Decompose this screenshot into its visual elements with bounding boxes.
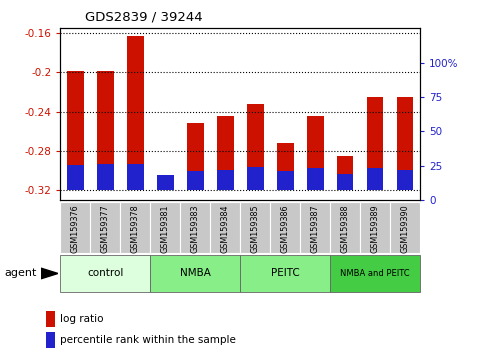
Bar	[300, 202, 330, 253]
Text: GSM159385: GSM159385	[251, 204, 260, 253]
Bar	[367, 168, 384, 190]
Text: GSM159378: GSM159378	[131, 204, 140, 253]
Bar	[241, 255, 330, 292]
Bar	[241, 202, 270, 253]
Bar	[157, 178, 173, 190]
Text: log ratio: log ratio	[60, 314, 104, 324]
Bar	[46, 332, 55, 348]
Bar	[127, 164, 143, 190]
Text: PEITC: PEITC	[271, 268, 299, 279]
Text: NMBA and PEITC: NMBA and PEITC	[341, 269, 410, 278]
Bar	[277, 171, 294, 190]
Bar	[180, 202, 210, 253]
Text: GSM159386: GSM159386	[281, 204, 290, 253]
Bar	[210, 202, 240, 253]
Text: GSM159377: GSM159377	[101, 204, 110, 253]
Text: NMBA: NMBA	[180, 268, 211, 279]
Bar	[157, 175, 173, 190]
Bar	[217, 116, 234, 190]
Bar	[247, 104, 264, 190]
Text: GSM159388: GSM159388	[341, 204, 350, 253]
Text: GDS2839 / 39244: GDS2839 / 39244	[85, 11, 202, 24]
Bar	[337, 174, 354, 190]
Bar	[367, 97, 384, 190]
Text: GSM159389: GSM159389	[371, 204, 380, 253]
Bar	[397, 97, 413, 190]
Bar	[60, 202, 90, 253]
Bar	[60, 255, 150, 292]
Bar	[120, 202, 150, 253]
Text: percentile rank within the sample: percentile rank within the sample	[60, 335, 236, 345]
Bar	[150, 202, 180, 253]
Text: GSM159387: GSM159387	[311, 204, 320, 253]
Text: GSM159376: GSM159376	[71, 204, 80, 253]
Text: control: control	[87, 268, 124, 279]
Bar	[330, 255, 420, 292]
Bar	[330, 202, 360, 253]
Bar	[67, 165, 84, 190]
Bar	[217, 170, 234, 190]
Bar	[46, 311, 55, 327]
Bar	[67, 70, 84, 190]
Text: GSM159390: GSM159390	[401, 204, 410, 253]
Bar	[337, 156, 354, 190]
Bar	[127, 36, 143, 190]
Bar	[390, 202, 420, 253]
Bar	[307, 116, 324, 190]
Text: agent: agent	[5, 268, 37, 279]
Bar	[247, 167, 264, 190]
Bar	[307, 168, 324, 190]
Bar	[97, 164, 114, 190]
Bar	[187, 122, 203, 190]
Bar	[277, 143, 294, 190]
Polygon shape	[41, 268, 58, 279]
Bar	[397, 170, 413, 190]
Text: GSM159381: GSM159381	[161, 204, 170, 253]
Bar	[360, 202, 390, 253]
Bar	[90, 202, 120, 253]
Bar	[150, 255, 240, 292]
Bar	[97, 70, 114, 190]
Text: GSM159383: GSM159383	[191, 204, 200, 253]
Bar	[187, 171, 203, 190]
Bar	[270, 202, 300, 253]
Text: GSM159384: GSM159384	[221, 204, 230, 253]
